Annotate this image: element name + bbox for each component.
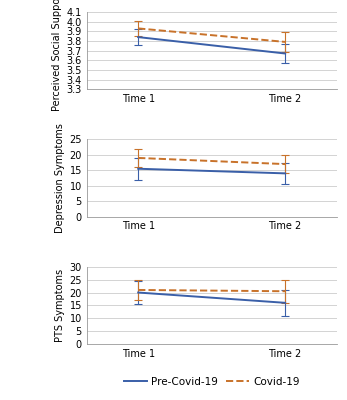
Y-axis label: Depression Symptoms: Depression Symptoms	[55, 123, 65, 233]
Legend: Pre-Covid-19, Covid-19: Pre-Covid-19, Covid-19	[120, 373, 304, 391]
Y-axis label: PTS Symptoms: PTS Symptoms	[55, 269, 65, 342]
Y-axis label: Perceived Social Support: Perceived Social Support	[52, 0, 62, 111]
